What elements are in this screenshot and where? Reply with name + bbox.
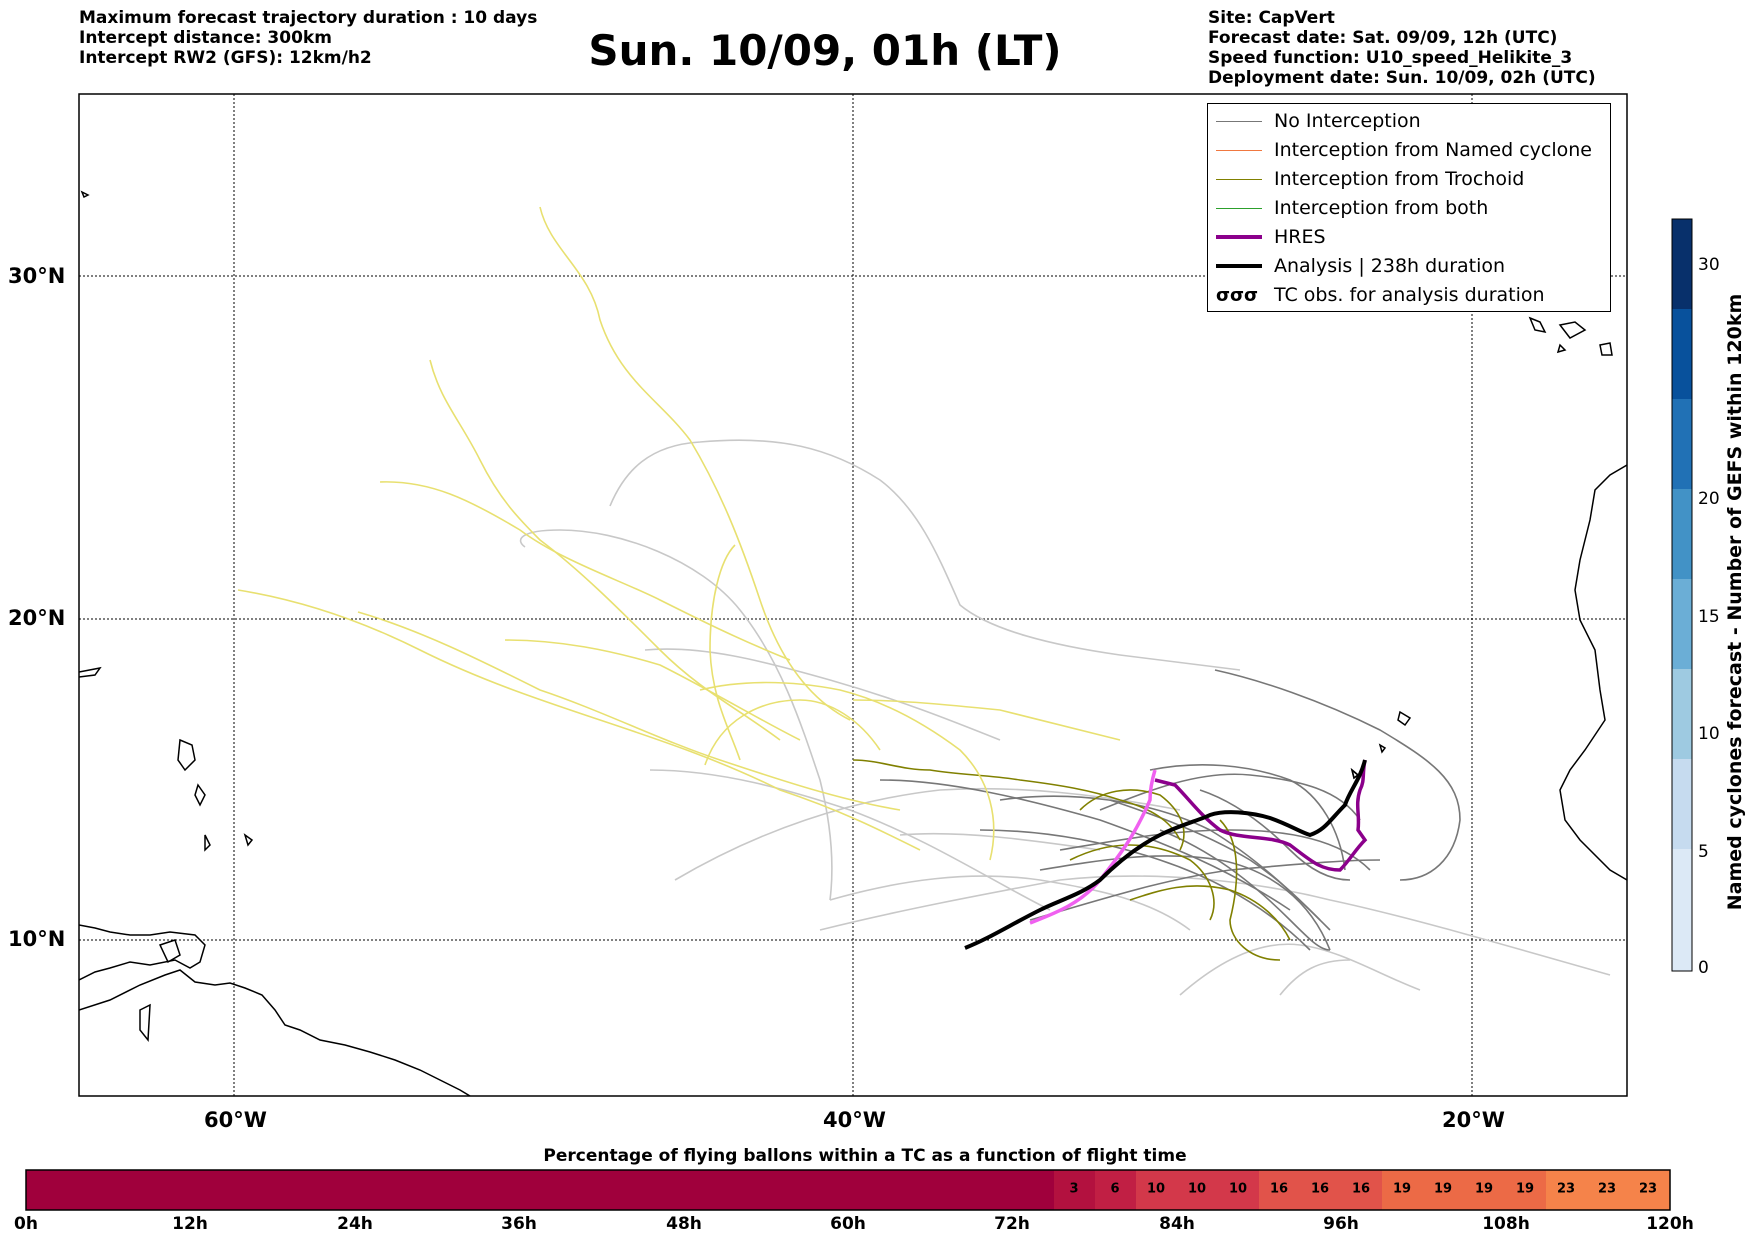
bar-value: 3 — [1069, 1181, 1079, 1197]
bar-value: 19 — [1515, 1181, 1535, 1197]
legend-item: Analysis | 238h duration — [1216, 253, 1505, 279]
bar-value: 23 — [1597, 1181, 1617, 1197]
colorbar-tick-label: 15 — [1698, 607, 1720, 627]
hres-track — [1154, 759, 1368, 872]
legend-item: Interception from Named cyclone — [1216, 137, 1592, 163]
bar-value: 6 — [1110, 1181, 1120, 1197]
header-line: Deployment date: Sun. 10/09, 02h (UTC) — [1208, 68, 1596, 88]
colorbar-tick-label: 30 — [1698, 255, 1720, 275]
header-line: Maximum forecast trajectory duration : 1… — [79, 8, 538, 28]
bar-value: 19 — [1474, 1181, 1494, 1197]
bar-value: 19 — [1433, 1181, 1453, 1197]
bar-value: 10 — [1146, 1181, 1166, 1197]
lat-tick-label: 30°N — [8, 264, 66, 288]
tracks-no-interception-light — [519, 439, 1611, 996]
lon-tick-label: 20°W — [1442, 1108, 1505, 1132]
bar-tick-label: 72h — [994, 1214, 1030, 1234]
colorbar-tick-label: 5 — [1698, 842, 1709, 862]
colorbar-tick-label: 10 — [1698, 724, 1720, 744]
header-line: Forecast date: Sat. 09/09, 12h (UTC) — [1208, 28, 1558, 48]
legend-swatch — [1216, 149, 1262, 151]
map-legend: No Interception Interception from Named … — [1207, 103, 1611, 312]
legend-swatch — [1216, 178, 1262, 180]
header-info-right: Site: CapVert Forecast date: Sat. 09/09,… — [1208, 8, 1596, 88]
legend-swatch — [1216, 264, 1262, 268]
tracks-trochoid — [852, 759, 1291, 961]
tracks-yellow — [237, 206, 1121, 861]
colorbar-tick-label: 20 — [1698, 489, 1720, 509]
legend-item: HRES — [1216, 224, 1326, 250]
legend-item: No Interception — [1216, 108, 1421, 134]
legend-item: Interception from both — [1216, 195, 1488, 221]
header-line: Intercept RW2 (GFS): 12km/h2 — [79, 48, 372, 68]
bar-tick-label: 36h — [501, 1214, 537, 1234]
bar-value: 16 — [1269, 1181, 1289, 1197]
tracks-no-interception — [879, 669, 1461, 951]
analysis-track — [964, 759, 1367, 950]
bar-value: 16 — [1310, 1181, 1330, 1197]
bar-value: 23 — [1638, 1181, 1658, 1197]
page-title: Sun. 10/09, 01h (LT) — [588, 26, 1062, 75]
bar-value: 23 — [1556, 1181, 1576, 1197]
bar-title: Percentage of flying ballons within a TC… — [543, 1146, 1187, 1166]
bar-tick-label: 120h — [1646, 1214, 1694, 1234]
bar-value: 19 — [1392, 1181, 1412, 1197]
header-line: Intercept distance: 300km — [79, 28, 332, 48]
lon-tick-label: 40°W — [823, 1108, 886, 1132]
header-line: Site: CapVert — [1208, 8, 1335, 28]
colorbar-title: Named cyclones forecast - Number of GEFS… — [1724, 293, 1746, 911]
hres-track-early — [1029, 769, 1157, 925]
lon-tick-label: 60°W — [204, 1108, 267, 1132]
map-frame — [78, 93, 1628, 1097]
bar-tick-label: 48h — [666, 1214, 702, 1234]
bar-tick-label: 12h — [172, 1214, 208, 1234]
lat-tick-label: 10°N — [8, 927, 66, 951]
bar-tick-label: 24h — [337, 1214, 373, 1234]
bar-value: 10 — [1228, 1181, 1248, 1197]
legend-swatch — [1216, 120, 1262, 122]
coastlines — [79, 190, 1627, 1096]
header-info-left: Maximum forecast trajectory duration : 1… — [79, 8, 537, 68]
lat-tick-label: 20°N — [8, 606, 66, 630]
legend-swatch — [1216, 235, 1262, 239]
legend-swatch — [1216, 207, 1262, 209]
bar-tick-label: 0h — [14, 1214, 38, 1234]
bar-tick-label: 96h — [1323, 1214, 1359, 1234]
bar-value: 10 — [1187, 1181, 1207, 1197]
cyclone-colorbar — [1671, 218, 1693, 972]
bar-tick-label: 84h — [1159, 1214, 1195, 1234]
cyclone-symbol-icon: σσσ — [1216, 284, 1259, 306]
legend-item: σσσ TC obs. for analysis duration — [1216, 284, 1545, 306]
header-line: Speed function: U10_speed_Helikite_3 — [1208, 48, 1573, 68]
legend-item: Interception from Trochoid — [1216, 166, 1524, 192]
bar-tick-label: 108h — [1482, 1214, 1530, 1234]
bar-tick-label: 60h — [830, 1214, 866, 1234]
colorbar-tick-label: 0 — [1698, 958, 1709, 978]
percentage-bar — [25, 1169, 1671, 1211]
bar-value: 16 — [1351, 1181, 1371, 1197]
